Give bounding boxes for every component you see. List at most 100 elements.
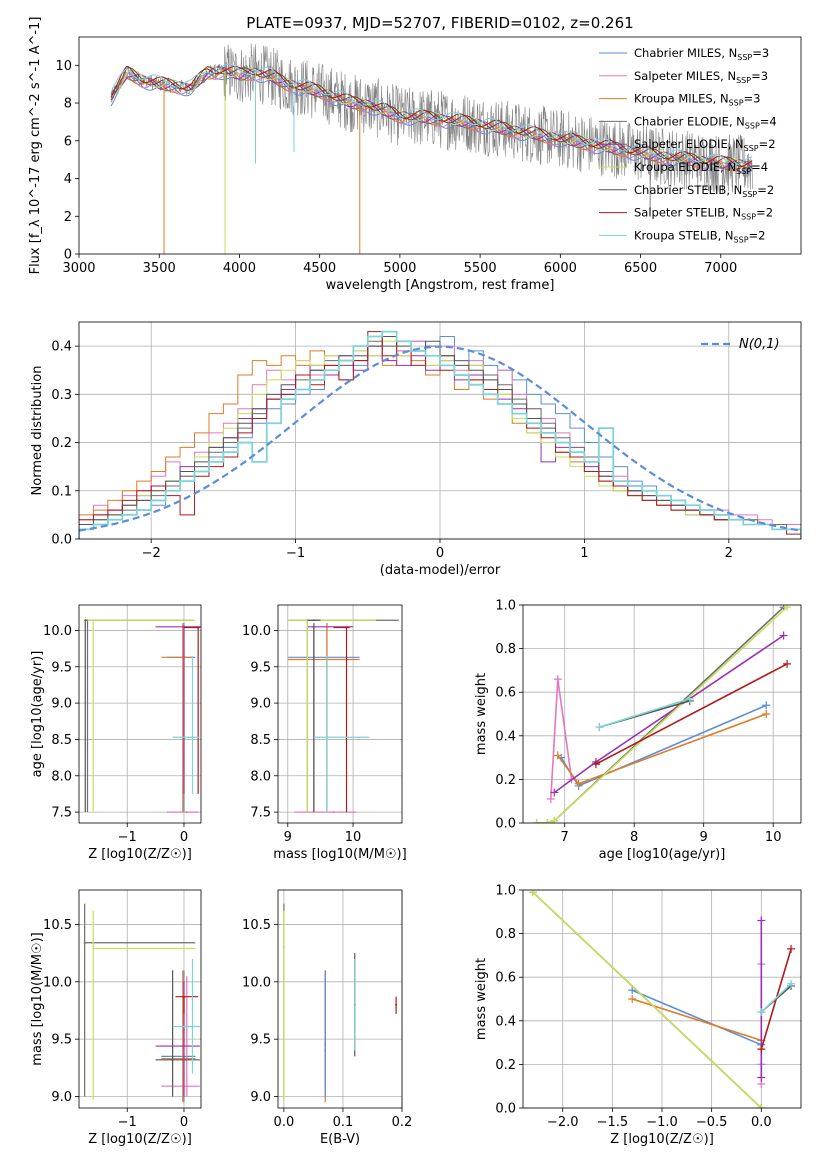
plot-area [84,619,201,814]
model-spectrum [110,66,753,170]
y-tick-label: 0 [64,248,72,263]
axes-frame [522,889,802,1109]
plus-marker [553,675,562,684]
panel-mass-vs-EBV: 0.0 0.1 0.2 9.0 9.5 10.0 10.5 E(B-V) [242,889,412,1147]
plus-marker [685,694,694,703]
x-tick-label: 0.0 [751,1115,772,1130]
panel-mass-weight-vs-age: 7 8 9 10 0.0 0.2 0.4 0.6 0.8 1.0 age [log10(age/yr… [474,599,802,862]
legend: N(0,1) [701,337,780,352]
axes-frame [78,321,802,540]
plot-area [532,605,792,823]
series-line [631,989,762,1046]
x-axis-label: Z [log10(Z/Z☉)] [610,1132,714,1147]
plus-marker [532,819,541,823]
panel-age-vs-mass: 9 10 7.5 8.0 8.5 9.0 9.5 10.0 mass [log10(M/M☉)] [242,604,407,862]
x-axis-label: Z [log10(Z/Z☉)] [88,1132,192,1147]
y-tick-label: 10 [55,59,72,74]
model-spectrum [110,63,753,166]
y-axis-label: mass weight [474,958,489,1040]
x-axis-label: (data-model)/error [380,563,501,578]
y-tick-label: 1.0 [495,884,516,899]
y-tick-label: 0.0 [495,817,516,832]
plus-marker [762,710,771,718]
plus-marker [783,605,792,612]
y-axis-label: Flux [f_λ 10^-17 erg cm^-2 s^-1 A^-1] [28,17,43,275]
plus-marker [546,795,555,804]
legend-nssp: =4 [751,160,768,174]
panel-age-vs-Z: −1 0 7.5 8.0 8.5 9.0 9.5 10.0 Z [log10(Z/Z☉)] age… [30,604,202,862]
y-tick-label: 8 [64,97,72,112]
panel-mass-weight-vs-Z: −2.0 −1.5 −1.0 −0.5 0.0 0.0 0.2 0.4 0.6 0.8 1.0 Z [… [474,884,802,1147]
legend-entry: Salpeter STELIB, NSSP=2 [634,206,773,222]
x-tick-label: 0 [180,830,188,845]
data-point [395,1003,398,1006]
x-axis-label: Z [log10(Z/Z☉)] [88,847,192,862]
legend-nssp: =2 [749,228,766,242]
legend-subscript: SSP [736,167,751,176]
legend-subscript: SSP [734,235,749,244]
x-tick-label: −1 [118,1115,137,1130]
series-line [536,606,788,823]
data-point [191,736,194,739]
data-point [181,656,184,659]
model-spectrum [110,68,753,172]
y-tick-label: 8.0 [250,769,271,784]
legend-subscript: SSP [729,99,744,108]
data-point [182,995,185,998]
plus-marker [787,979,796,988]
legend-nssp: =2 [756,206,773,220]
x-tick-label: 10 [345,830,362,845]
plot-area [287,619,399,814]
y-tick-label: 0.8 [495,642,516,657]
plot-area [110,43,753,254]
legend-subscript: SSP [745,121,760,130]
axes-frame [78,889,202,1109]
data-point [197,626,200,629]
normal-curve [79,345,801,532]
x-tick-label: 5500 [464,261,497,276]
x-tick-label: 4500 [303,261,336,276]
x-tick-label: −2.0 [547,1115,579,1130]
y-tick-label: 7.5 [51,806,72,821]
y-tick-label: 0.8 [495,927,516,942]
histogram-step [79,335,801,539]
x-axis-label: E(B-V) [320,1132,360,1147]
series-line [599,697,691,728]
x-axis-label: age [log10(age/yr)] [599,847,726,862]
x-tick-label: 0 [436,546,444,561]
x-tick-label: −2 [142,546,161,561]
model-spectrum [110,71,753,173]
legend-nssp: =3 [751,69,768,83]
x-tick-label: 1 [580,546,588,561]
y-tick-label: 0.2 [495,773,516,788]
data-point [324,1043,327,1046]
x-tick-label: 10 [765,830,782,845]
panel-spectrum: 3000 3500 4000 4500 5000 5500 6000 6500 7000 0 2 4 6… [28,17,802,293]
axes-frame [78,36,802,255]
y-tick-label: 0.6 [495,686,516,701]
series-line [760,983,792,1013]
y-tick-label: 0.4 [51,340,72,355]
plus-marker [757,1008,766,1017]
plus-marker [628,995,637,1003]
axes-frame [522,604,802,824]
y-tick-label: 9.0 [51,697,72,712]
data-point [84,619,87,622]
data-point [92,619,95,622]
data-point [312,619,315,622]
y-tick-label: 0.1 [51,484,72,499]
y-axis-label: Normed distribution [30,366,45,496]
y-axis-label: mass [log10(M/M☉)] [30,932,45,1065]
y-tick-label: 0.0 [51,533,72,548]
x-tick-label: 0 [180,1115,188,1130]
figure-title: PLATE=0937, MJD=52707, FIBERID=0102, z=0… [246,14,633,32]
data-point [325,736,328,739]
plus-marker [528,890,537,897]
legend: Chabrier MILES, NSSP=3 Salpeter MILES, NS… [599,46,777,244]
plus-marker [628,986,637,995]
y-tick-label: 0.2 [495,1058,516,1073]
panel-mass-vs-Z: −1 0 9.0 9.5 10.0 10.5 Z [log10(Z/Z☉)] mass [lo… [30,889,202,1147]
plus-marker [757,1073,766,1082]
legend-subscript: SSP [742,190,757,199]
